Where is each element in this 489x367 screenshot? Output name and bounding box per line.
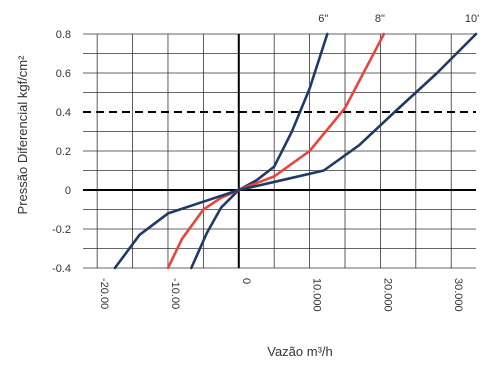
tick-layer: 6" 8" 10' -0.4 -0.2 0 0.2 0.4 0.6 0.8 -20.00 -10.00… bbox=[52, 13, 479, 312]
x-axis-title: Vazão m³/h bbox=[267, 344, 333, 359]
y-tick-label: -0.4 bbox=[52, 263, 71, 275]
x-tick-label: 0 bbox=[240, 278, 252, 284]
axis-layer bbox=[83, 34, 476, 268]
series-label-0: 6" bbox=[318, 13, 328, 25]
x-tick-label: 10.000 bbox=[311, 278, 323, 312]
y-tick-label: 0.4 bbox=[56, 107, 71, 119]
y-tick-label: 0.2 bbox=[56, 146, 71, 158]
series-label-2: 10' bbox=[465, 13, 479, 25]
x-tick-label: 20.000 bbox=[381, 278, 393, 312]
series-line-2 bbox=[113, 32, 478, 270]
x-tick-label: -20.00 bbox=[98, 278, 110, 309]
y-tick-label: -0.2 bbox=[52, 224, 71, 236]
x-tick-label: -10.00 bbox=[169, 278, 181, 309]
series-layer bbox=[113, 32, 478, 270]
series-line-0 bbox=[190, 32, 329, 270]
x-tick-label: 30.000 bbox=[452, 278, 464, 312]
series-label-1: 8" bbox=[375, 13, 385, 25]
y-tick-label: 0.8 bbox=[56, 29, 71, 41]
y-axis-title: Pressão Diferencial kgf/cm² bbox=[15, 55, 30, 215]
grid-layer bbox=[83, 33, 476, 269]
y-tick-label: 0.6 bbox=[56, 68, 71, 80]
y-tick-label: 0 bbox=[65, 185, 71, 197]
